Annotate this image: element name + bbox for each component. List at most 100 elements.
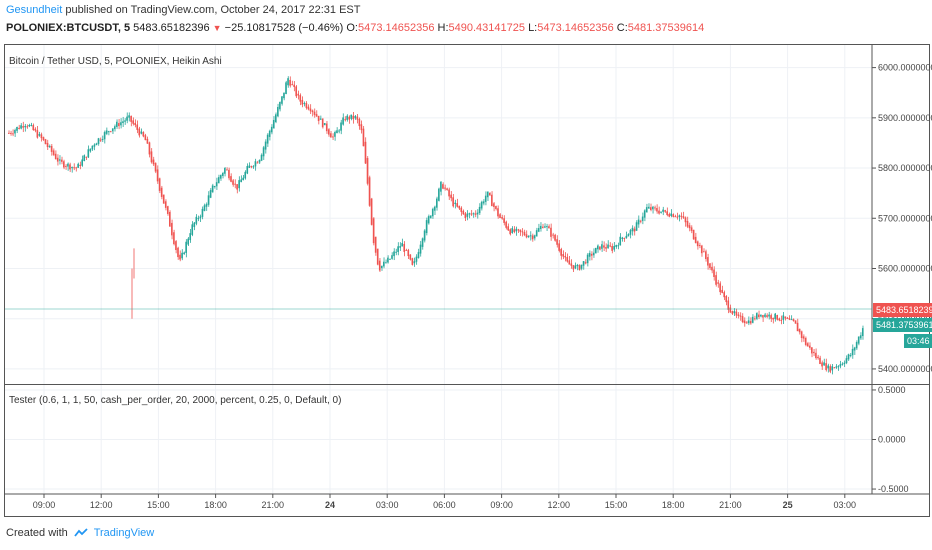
candle-body (193, 222, 196, 227)
candle-body (99, 139, 102, 141)
candle-body (682, 216, 685, 218)
price-tick-label: 5700.00000000 (878, 213, 932, 223)
candle-body (16, 126, 18, 131)
candle-body (77, 163, 79, 168)
candle-body (523, 232, 526, 236)
candle-body (786, 317, 789, 319)
candle-body (281, 96, 283, 104)
candle-body (366, 158, 369, 184)
candle-body (274, 114, 277, 123)
candle-body (629, 230, 632, 235)
candle-body (417, 252, 420, 258)
candle-body (54, 153, 57, 160)
candle-body (120, 122, 122, 126)
candle-body (727, 300, 730, 310)
candle-body (753, 318, 756, 320)
candle-body (277, 106, 279, 117)
candle-body (637, 219, 640, 225)
candle-body (450, 194, 452, 199)
candle-body (843, 362, 846, 364)
candle-body (85, 156, 88, 158)
candle-body (800, 331, 803, 339)
candle-body (566, 257, 569, 262)
candle-body (69, 164, 71, 170)
candle-body (116, 121, 118, 127)
candle-body (391, 255, 393, 259)
candle-body (250, 166, 253, 168)
tester-tick-label: 0.5000 (878, 385, 906, 395)
candle-body (356, 116, 359, 120)
candle-body (56, 157, 59, 162)
candle-body (631, 227, 634, 232)
candle-body (124, 120, 126, 122)
candle-body (313, 111, 316, 115)
candle-body (515, 228, 518, 232)
candle-body (454, 202, 456, 205)
candle-body (374, 236, 377, 253)
candle-body (694, 236, 697, 243)
candle-body (10, 132, 12, 134)
candle-body (372, 218, 375, 244)
candle-body (592, 252, 595, 256)
candle-body (633, 228, 636, 232)
tradingview-brand-link[interactable]: TradingView (93, 527, 155, 539)
candle-body (462, 210, 465, 215)
candle-body (315, 114, 318, 117)
candle-body (252, 166, 255, 168)
candle-body (362, 128, 365, 147)
candle-body (228, 169, 230, 179)
candle-body (311, 110, 314, 113)
candle-body (798, 329, 801, 333)
candle-body (501, 217, 503, 219)
candle-body (813, 351, 815, 354)
candle-body (841, 363, 844, 365)
pane-divider[interactable] (4, 384, 930, 385)
candle-body (346, 115, 348, 120)
candle-body (270, 126, 273, 133)
candle-body (658, 210, 660, 214)
candle-body (395, 251, 397, 253)
time-tick-label: 12:00 (548, 500, 571, 510)
candle-body (480, 201, 483, 209)
candle-body (499, 214, 501, 218)
candle-body (766, 315, 768, 317)
candle-body (656, 208, 658, 212)
candle-body (14, 129, 16, 134)
candle-body (660, 211, 662, 213)
candle-body (12, 133, 14, 135)
candle-body (421, 238, 424, 247)
candle-body (743, 320, 746, 324)
candle-body (75, 167, 77, 169)
candle-body (48, 145, 51, 147)
candle-body (319, 118, 322, 120)
candle-body (144, 135, 147, 141)
candle-body (709, 263, 711, 268)
candle-body (285, 82, 287, 95)
candle-body (594, 247, 597, 254)
candle-body (788, 318, 791, 320)
candle-body (507, 226, 509, 231)
candle-body (650, 207, 652, 211)
candle-body (187, 238, 189, 245)
author-link[interactable]: Gesundheit (6, 4, 63, 16)
candle-body (238, 180, 240, 189)
candle-body (177, 247, 179, 258)
candle-body (817, 356, 819, 359)
candle-body (268, 130, 271, 137)
candle-body (831, 366, 834, 371)
candle-body (224, 168, 226, 174)
time-tick-label: 24 (325, 500, 335, 510)
main-pane-title: Bitcoin / Tether USD, 5, POLONIEX, Heiki… (9, 56, 222, 67)
candle-body (829, 366, 831, 372)
candle-body (134, 122, 136, 126)
candle-body (853, 347, 856, 351)
candle-body (603, 245, 605, 248)
candle-body (815, 352, 817, 359)
candle-body (330, 133, 332, 138)
candle-body (36, 130, 39, 138)
candle-body (527, 236, 530, 238)
candle-body (821, 362, 823, 367)
candle-body (749, 321, 752, 324)
bar-countdown-tag: 03:46 (904, 334, 932, 348)
